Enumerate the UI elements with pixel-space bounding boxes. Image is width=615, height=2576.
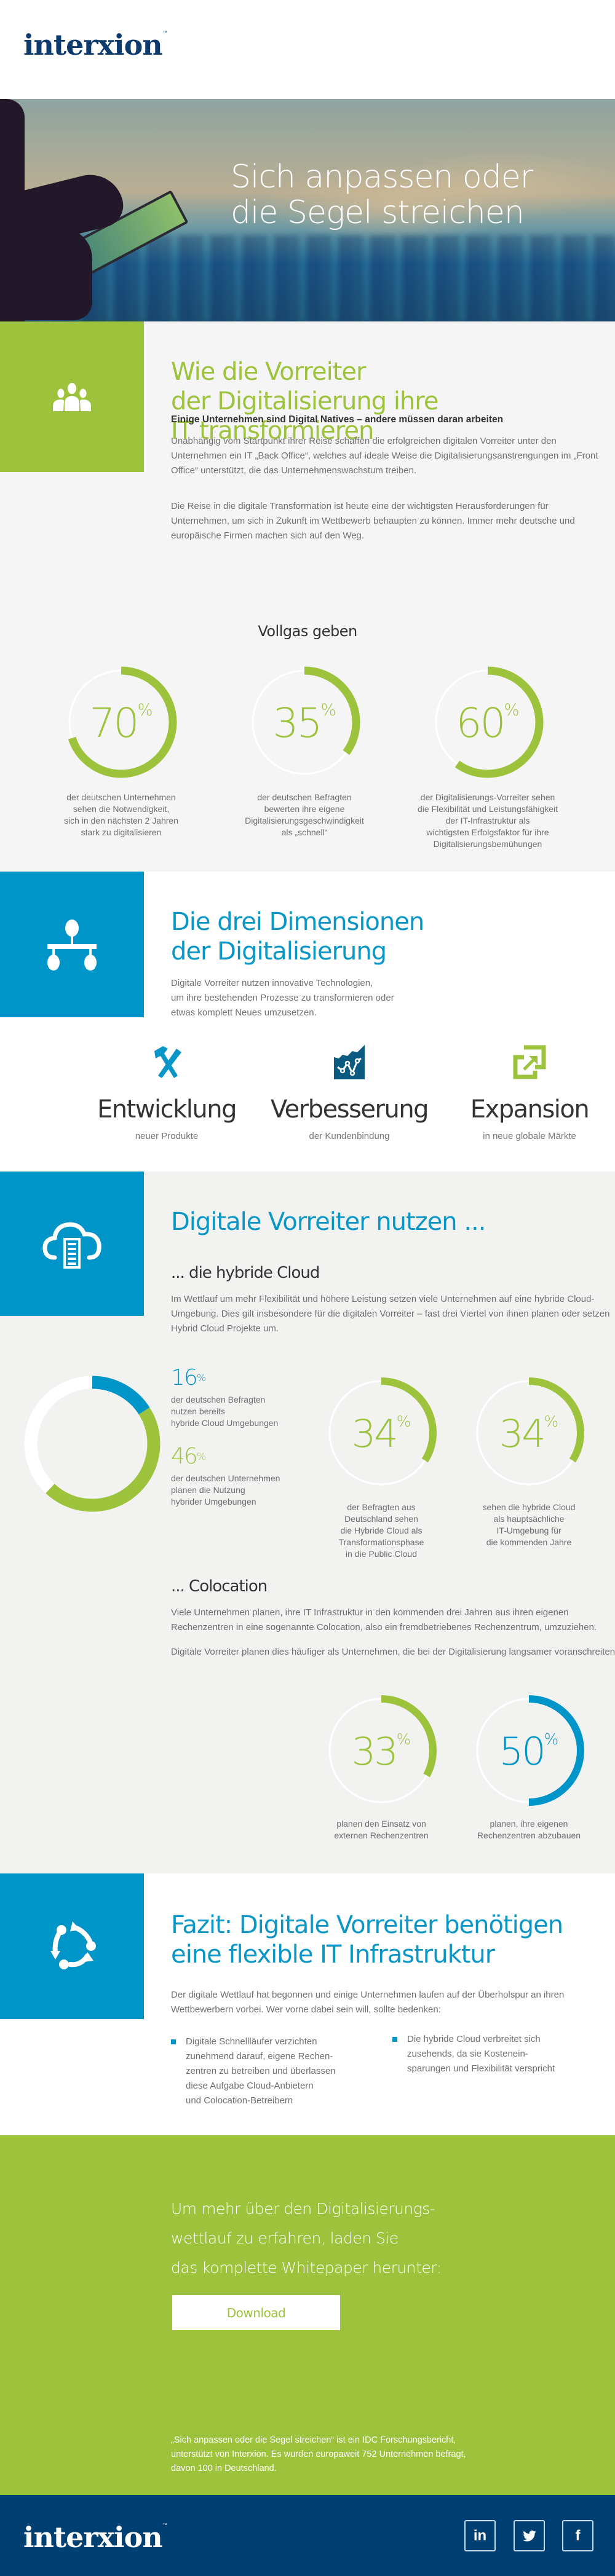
paragraph: Der digitale Wettlauf hat begonnen und e… xyxy=(171,1990,565,2015)
section-subtitle: Einige Unternehmen sind Digital Natives … xyxy=(171,414,504,425)
interxion-logo[interactable]: interxion™ xyxy=(23,2521,167,2554)
stat-caption: planen, ihre eigenen Rechenzentren abzuba… xyxy=(477,1819,581,1840)
stat-ring-60: 60% der Digitalisierungs-Vorreiter sehen… xyxy=(418,664,558,849)
section-icon-box xyxy=(0,872,144,1017)
progress-ring xyxy=(432,666,544,778)
progress-ring xyxy=(65,666,177,778)
cloud-server-icon xyxy=(42,1221,101,1269)
stat-value: 70% xyxy=(89,699,153,747)
section-icon-box xyxy=(0,1873,144,2019)
hero-title: Sich anpassen oder die Segel streichen xyxy=(231,159,533,231)
bullet-item: Digitale Schnellläufer verzichten zunehme… xyxy=(171,2034,368,2108)
cycle-arrows-icon xyxy=(50,1921,96,1969)
download-button[interactable]: Download xyxy=(172,2295,340,2330)
bullet-square-icon xyxy=(171,2039,176,2044)
stat-caption: sehen die hybride Cloud als hauptsächlich… xyxy=(482,1502,576,1547)
facebook-icon[interactable]: f xyxy=(562,2520,593,2551)
dimension-desc: neuer Produkte xyxy=(135,1131,199,1141)
dimension-desc: der Kundenbindung xyxy=(309,1131,390,1141)
paragraph: Unabhängig vom Startpunkt ihrer Reise sc… xyxy=(171,436,598,476)
cta-text: Um mehr über den Digitalisierungs-wettla… xyxy=(171,2200,442,2277)
section-it-transformation: Wie die Vorreiter der Digitalisierung ih… xyxy=(0,321,615,872)
bullet-item: Die hybride Cloud verbreitet sich zusehen… xyxy=(392,2032,589,2076)
paragraph: Digitale Vorreiter nutzen innovative Tec… xyxy=(171,978,394,1018)
dimension-name: Expansion xyxy=(470,1095,590,1124)
stat-16: 16% der deutschen Befragten nutzen bereit… xyxy=(171,1366,278,1429)
section-icon-box xyxy=(0,321,144,472)
paragraph: Digitale Vorreiter planen dies häufiger … xyxy=(171,1647,615,1657)
section-title: Fazit: Digitale Vorreiter benötigen eine… xyxy=(171,1911,563,1969)
section-icon-box xyxy=(0,1172,144,1316)
progress-ring xyxy=(248,666,360,778)
stat-caption: der deutschen Unternehmen sehen die Notwe… xyxy=(63,792,178,837)
stat-value: 34% xyxy=(351,1411,411,1456)
stat-ring-70: 70% der deutschen Unternehmen sehen die N… xyxy=(60,664,183,837)
interxion-logo[interactable]: interxion™ xyxy=(23,31,167,59)
stat-caption: planen den Einsatz von externen Rechenzen… xyxy=(334,1819,429,1840)
section-conclusion: Fazit: Digitale Vorreiter benötigen eine… xyxy=(0,1873,615,2135)
dimension-entwicklung: Entwicklung neuer Produkte xyxy=(87,1045,247,1141)
stat-value: 46% xyxy=(171,1444,207,1469)
stat-caption: der deutschen Unternehmen planen die Nutz… xyxy=(171,1473,280,1507)
hybrid-cloud-donut xyxy=(24,1376,161,1512)
subsection-title: ... die hybride Cloud xyxy=(171,1264,320,1282)
paragraph: Die Reise in die digitale Transformation… xyxy=(171,501,575,541)
stat-ring-33: 33% planen den Einsatz von externen Reche… xyxy=(326,1695,437,1840)
section-title: Wie die Vorreiter der Digitalisierung ih… xyxy=(171,358,438,445)
bullet-square-icon xyxy=(392,2037,397,2042)
stats-title: Vollgas geben xyxy=(258,623,357,640)
subsection-title: ... Colocation xyxy=(171,1577,268,1596)
chart-trend-icon xyxy=(334,1045,365,1079)
footer: interxion™ in f xyxy=(0,2495,615,2576)
stat-value: 35% xyxy=(272,699,336,747)
header: interxion™ xyxy=(0,0,615,99)
stat-value: 33% xyxy=(351,1729,411,1774)
paragraph: Im Wettlauf um mehr Flexibilität und höh… xyxy=(171,1294,610,1334)
download-cta: Um mehr über den Digitalisierungs-wettla… xyxy=(0,2135,615,2495)
paragraph: Viele Unternehmen planen, ihre IT Infras… xyxy=(171,1607,597,1633)
progress-ring xyxy=(326,1377,437,1488)
stat-caption: der deutschen Befragten bewerten ihre eig… xyxy=(245,792,364,837)
stat-value: 50% xyxy=(499,1729,559,1774)
section-title: Die drei Dimensionen der Digitalisierung xyxy=(171,908,424,966)
stat-caption: der Befragten aus Deutschland sehen die Hy… xyxy=(338,1502,424,1559)
stat-value: 60% xyxy=(456,699,520,747)
linkedin-icon[interactable]: in xyxy=(464,2520,496,2551)
source-note: „Sich anpassen oder die Segel streichen“… xyxy=(171,2435,466,2473)
dimension-name: Entwicklung xyxy=(97,1095,237,1124)
dimension-expansion: Expansion in neue globale Märkte xyxy=(450,1045,609,1141)
progress-ring xyxy=(474,1695,584,1806)
stat-46: 46% der deutschen Unternehmen planen die … xyxy=(171,1444,280,1508)
arm-silhouette xyxy=(0,99,25,321)
stat-ring-35: 35% der deutschen Befragten bewerten ihre… xyxy=(243,664,366,837)
stat-caption: der deutschen Befragten nutzen bereits hyb… xyxy=(171,1395,279,1428)
trademark: ™ xyxy=(162,31,167,35)
progress-ring xyxy=(474,1377,584,1488)
twitter-bird-icon xyxy=(522,2530,536,2542)
section-three-dimensions: Die drei Dimensionen der Digitalisierung… xyxy=(0,872,615,1172)
hierarchy-network-icon xyxy=(47,919,97,971)
dimension-name: Verbesserung xyxy=(270,1095,429,1124)
expand-arrow-icon xyxy=(513,1045,546,1079)
stat-value: 16% xyxy=(171,1365,207,1390)
section-digital-leaders-use: Digitale Vorreiter nutzen ... ... die hy… xyxy=(0,1172,615,1873)
dimension-desc: in neue globale Märkte xyxy=(483,1131,576,1141)
dimension-verbesserung: Verbesserung der Kundenbindung xyxy=(269,1045,429,1141)
twitter-icon[interactable] xyxy=(514,2520,545,2551)
stat-ring-34b: 34% sehen die hybride Cloud als hauptsäch… xyxy=(474,1377,584,1547)
stat-value: 34% xyxy=(499,1411,559,1456)
section-title: Digitale Vorreiter nutzen ... xyxy=(171,1208,486,1236)
stat-ring-50: 50% planen, ihre eigenen Rechenzentren ab… xyxy=(474,1695,584,1840)
hero-banner: Sich anpassen oder die Segel streichen xyxy=(0,99,615,321)
stat-ring-34a: 34% der Befragten aus Deutschland sehen di… xyxy=(326,1377,437,1559)
stat-caption: der Digitalisierungs-Vorreiter sehen die … xyxy=(417,792,558,849)
tools-icon xyxy=(154,1046,181,1078)
logo-text: interxion xyxy=(23,28,163,61)
progress-ring xyxy=(326,1695,437,1806)
people-group-icon xyxy=(53,382,91,411)
